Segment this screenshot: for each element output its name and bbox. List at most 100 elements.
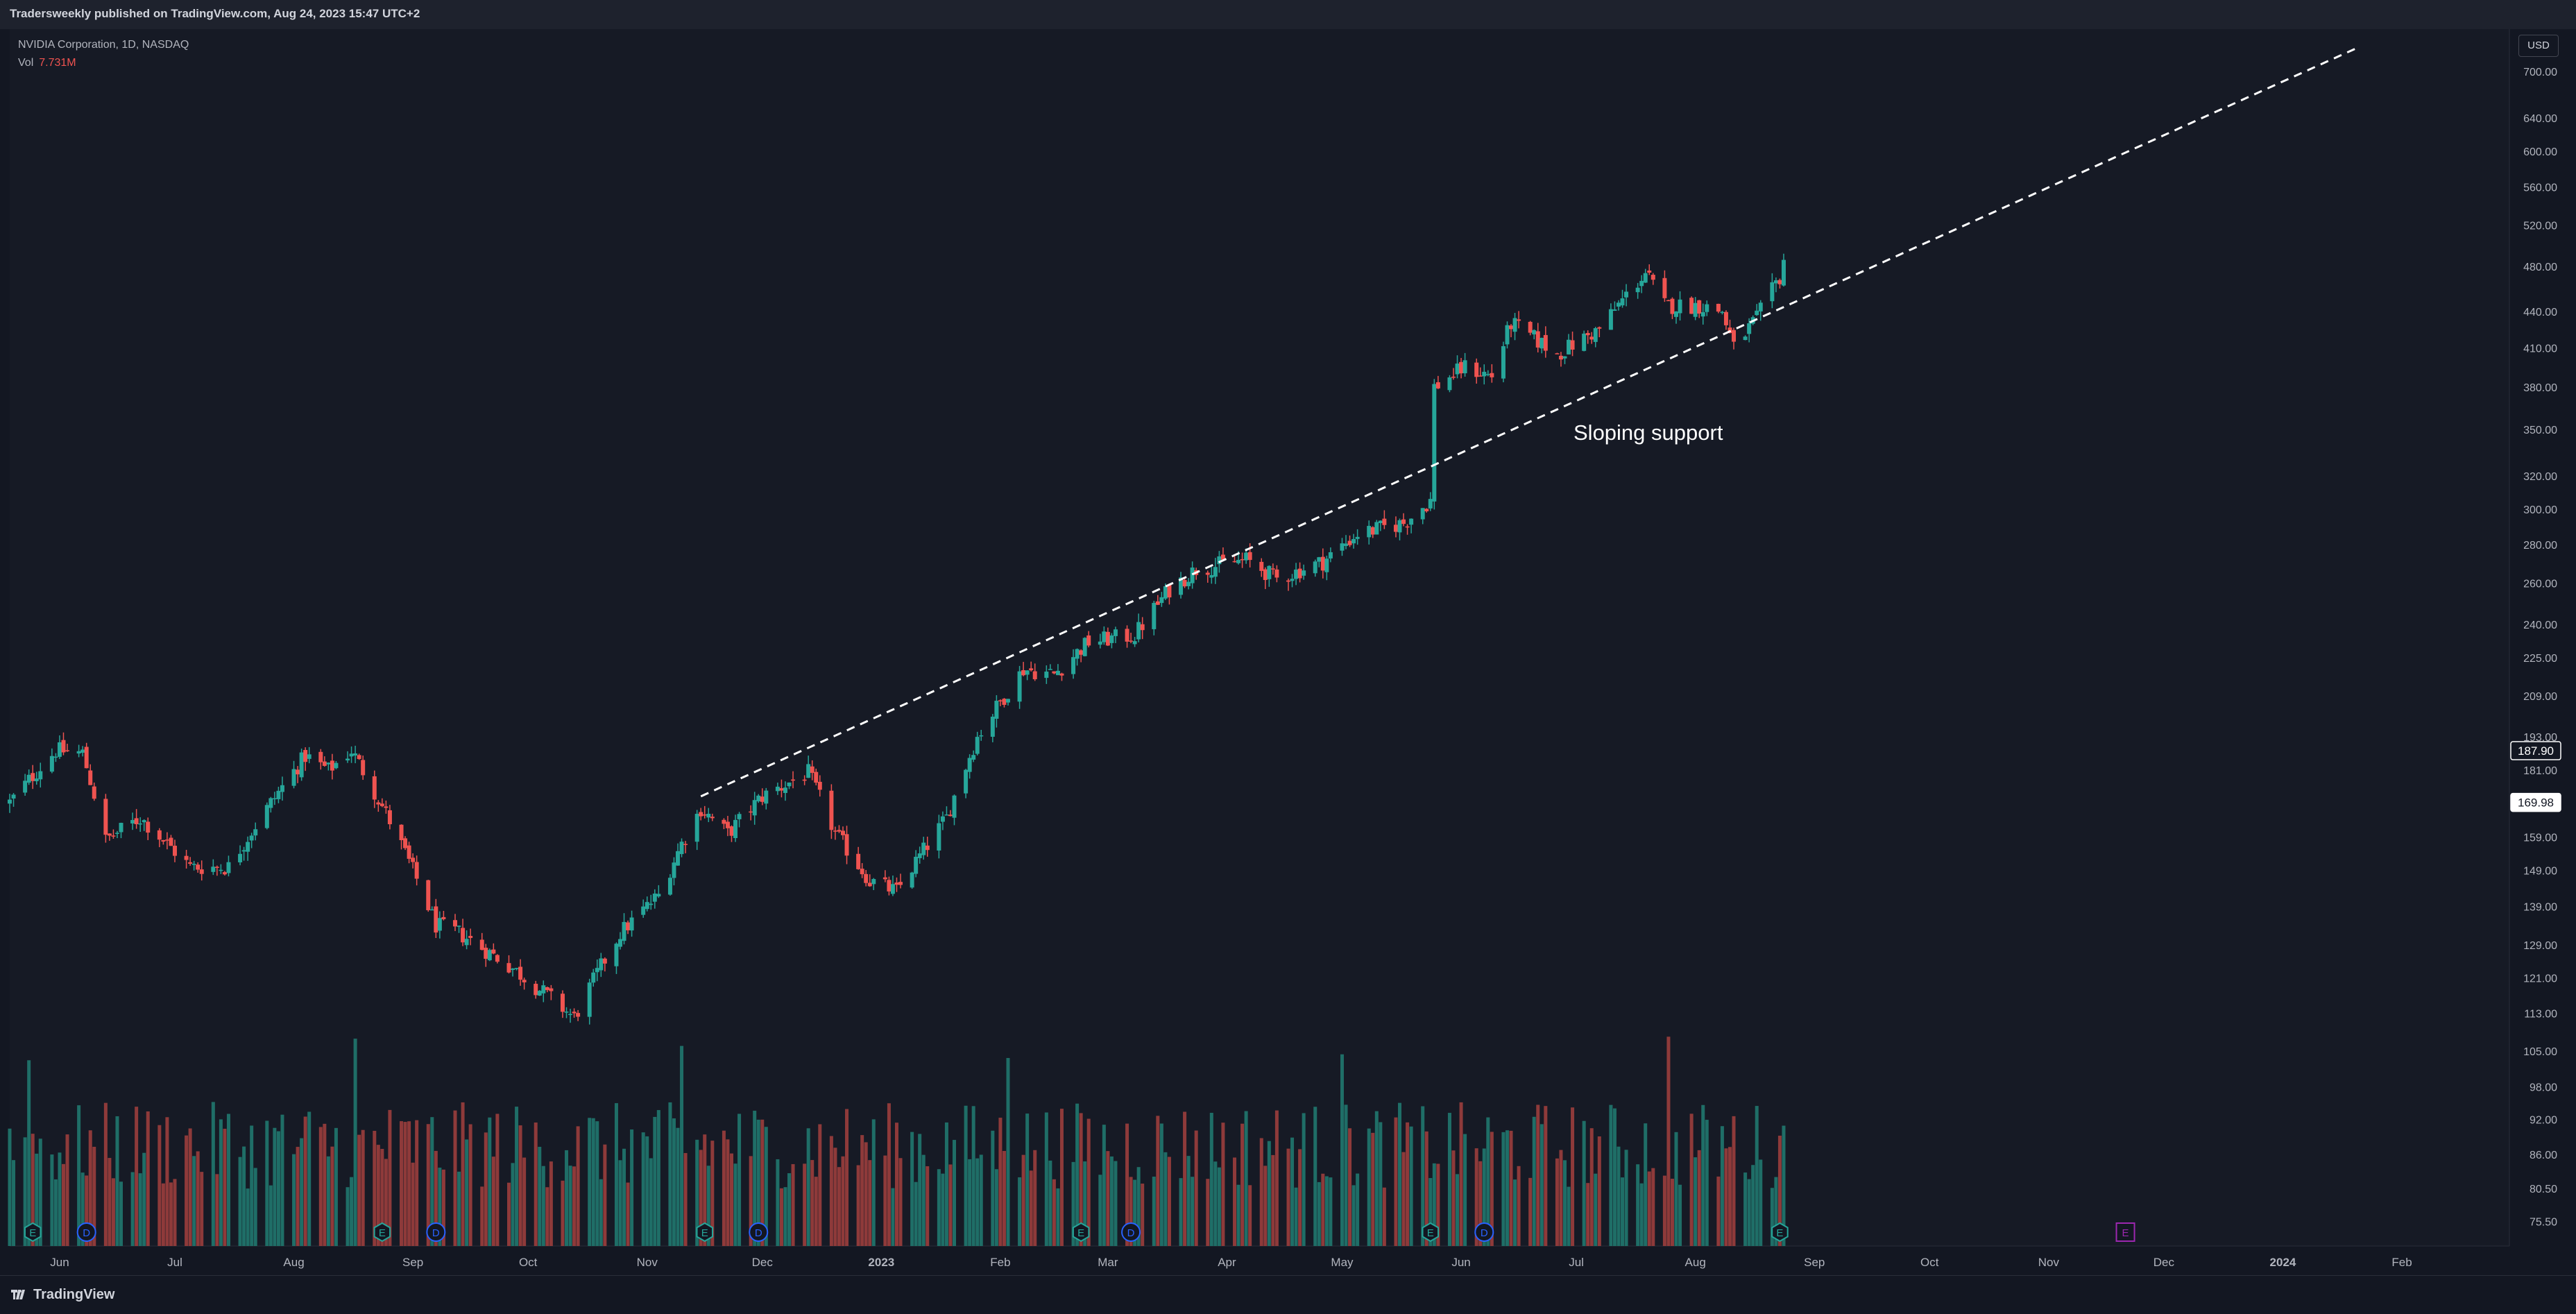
volume-bar <box>1624 1150 1628 1246</box>
volume-bar <box>1186 1156 1191 1246</box>
volume-bar <box>1490 1132 1494 1246</box>
candle-body <box>1639 280 1644 287</box>
candle-body <box>1643 273 1648 283</box>
candle-body <box>1340 543 1345 551</box>
y-tick-label: 350.00 <box>2523 425 2557 436</box>
candle-body <box>560 993 565 1012</box>
candle-body <box>376 802 381 805</box>
volume-bar <box>680 1046 684 1246</box>
chart-pane[interactable] <box>10 29 2509 1246</box>
volume-bar <box>400 1121 404 1246</box>
candle-body <box>1612 309 1617 311</box>
volume-bar <box>814 1177 818 1246</box>
trendline-label: Sloping support <box>1573 420 1723 445</box>
candle-body <box>994 701 999 719</box>
volume-bar <box>630 1129 634 1246</box>
volume-bar <box>1501 1132 1505 1246</box>
candle-body <box>1593 328 1598 342</box>
candle-body <box>11 794 16 799</box>
volume-bar <box>941 1173 945 1246</box>
y-tick-label: 560.00 <box>2523 182 2557 194</box>
candle-body <box>61 740 66 753</box>
candle-body <box>917 853 922 858</box>
candle-body <box>599 958 604 971</box>
y-tick-label: 86.00 <box>2530 1150 2557 1161</box>
candle-body <box>1190 568 1195 583</box>
candle-body <box>1608 309 1613 330</box>
candle-body <box>1317 557 1322 562</box>
candle-body <box>1777 280 1782 284</box>
symbol-title: NVIDIA Corporation, 1D, NASDAQ <box>18 39 189 51</box>
y-tick-label: 225.00 <box>2523 653 2557 665</box>
currency-button[interactable]: USD <box>2518 35 2559 57</box>
candle-body <box>1462 360 1467 374</box>
earnings-event-icon[interactable]: E <box>1072 1222 1090 1243</box>
candle-body <box>1186 581 1191 586</box>
volume-bar <box>1379 1122 1383 1246</box>
candle-body <box>1136 622 1141 640</box>
candle-body <box>1367 526 1372 538</box>
volume-bar <box>1647 1171 1651 1246</box>
volume-bar <box>273 1127 277 1246</box>
candle-body <box>1302 570 1306 576</box>
candle-body <box>334 762 339 769</box>
dividend-event-icon[interactable]: D <box>749 1222 769 1242</box>
volume-bar <box>626 1182 630 1246</box>
x-tick-label: Feb <box>2391 1256 2412 1269</box>
volume-bar <box>726 1139 730 1246</box>
candle-body <box>114 833 119 834</box>
volume-bar <box>388 1109 392 1246</box>
earnings-event-icon[interactable]: E <box>1422 1222 1440 1243</box>
candle-body <box>1021 669 1026 676</box>
candle-body <box>1405 526 1410 528</box>
volume-bar <box>1348 1128 1352 1246</box>
candle-body <box>1109 635 1114 643</box>
dividend-event-icon[interactable]: D <box>1474 1222 1494 1242</box>
dividend-event-icon[interactable]: D <box>76 1222 96 1242</box>
volume-bar <box>1356 1173 1360 1246</box>
candle-body <box>1539 338 1544 349</box>
candle-body <box>1616 302 1621 307</box>
tradingview-logo[interactable]: TradingView <box>11 1287 114 1303</box>
candle-body <box>783 787 787 793</box>
candle-body <box>1393 524 1398 532</box>
volume-bar <box>1666 1036 1671 1246</box>
svg-text:E: E <box>379 1227 386 1239</box>
candle-body <box>979 735 984 737</box>
volume-bar <box>468 1124 472 1246</box>
volume-bar <box>572 1166 577 1246</box>
sloping-support-line <box>700 47 2357 798</box>
candle-body <box>1320 556 1325 571</box>
volume-bar <box>1086 1118 1091 1246</box>
candle-body <box>1678 299 1682 314</box>
candle-body <box>1236 560 1241 563</box>
earnings-event-icon[interactable]: E <box>1771 1222 1789 1243</box>
candle-body <box>1351 539 1356 544</box>
volume-bar <box>856 1165 860 1246</box>
candle-body <box>1382 518 1387 525</box>
earnings-event-icon[interactable]: E <box>24 1222 42 1243</box>
volume-bar <box>77 1105 81 1246</box>
earnings-event-icon[interactable]: E <box>696 1222 714 1243</box>
volume-bar <box>1044 1112 1048 1246</box>
volume-bar <box>1321 1173 1325 1246</box>
earnings-event-icon[interactable]: E <box>2115 1222 2135 1242</box>
candle-body <box>1543 334 1548 351</box>
earnings-event-icon[interactable]: E <box>373 1222 391 1243</box>
dividend-event-icon[interactable]: D <box>426 1222 446 1242</box>
candle-body <box>38 771 43 780</box>
x-tick-label: Jul <box>1569 1256 1584 1269</box>
candle-body <box>214 867 219 868</box>
volume-bar <box>1052 1179 1056 1246</box>
candle-body <box>487 950 492 961</box>
volume-bar <box>545 1187 549 1246</box>
dividend-event-icon[interactable]: D <box>1121 1222 1141 1242</box>
volume-bar <box>1329 1177 1333 1246</box>
candle-body <box>545 987 549 991</box>
candle-body <box>1055 670 1060 676</box>
volume-bar <box>1594 1173 1598 1246</box>
volume-bar <box>599 1179 603 1246</box>
x-tick-label: Nov <box>2038 1256 2060 1269</box>
volume-bar <box>991 1130 995 1246</box>
